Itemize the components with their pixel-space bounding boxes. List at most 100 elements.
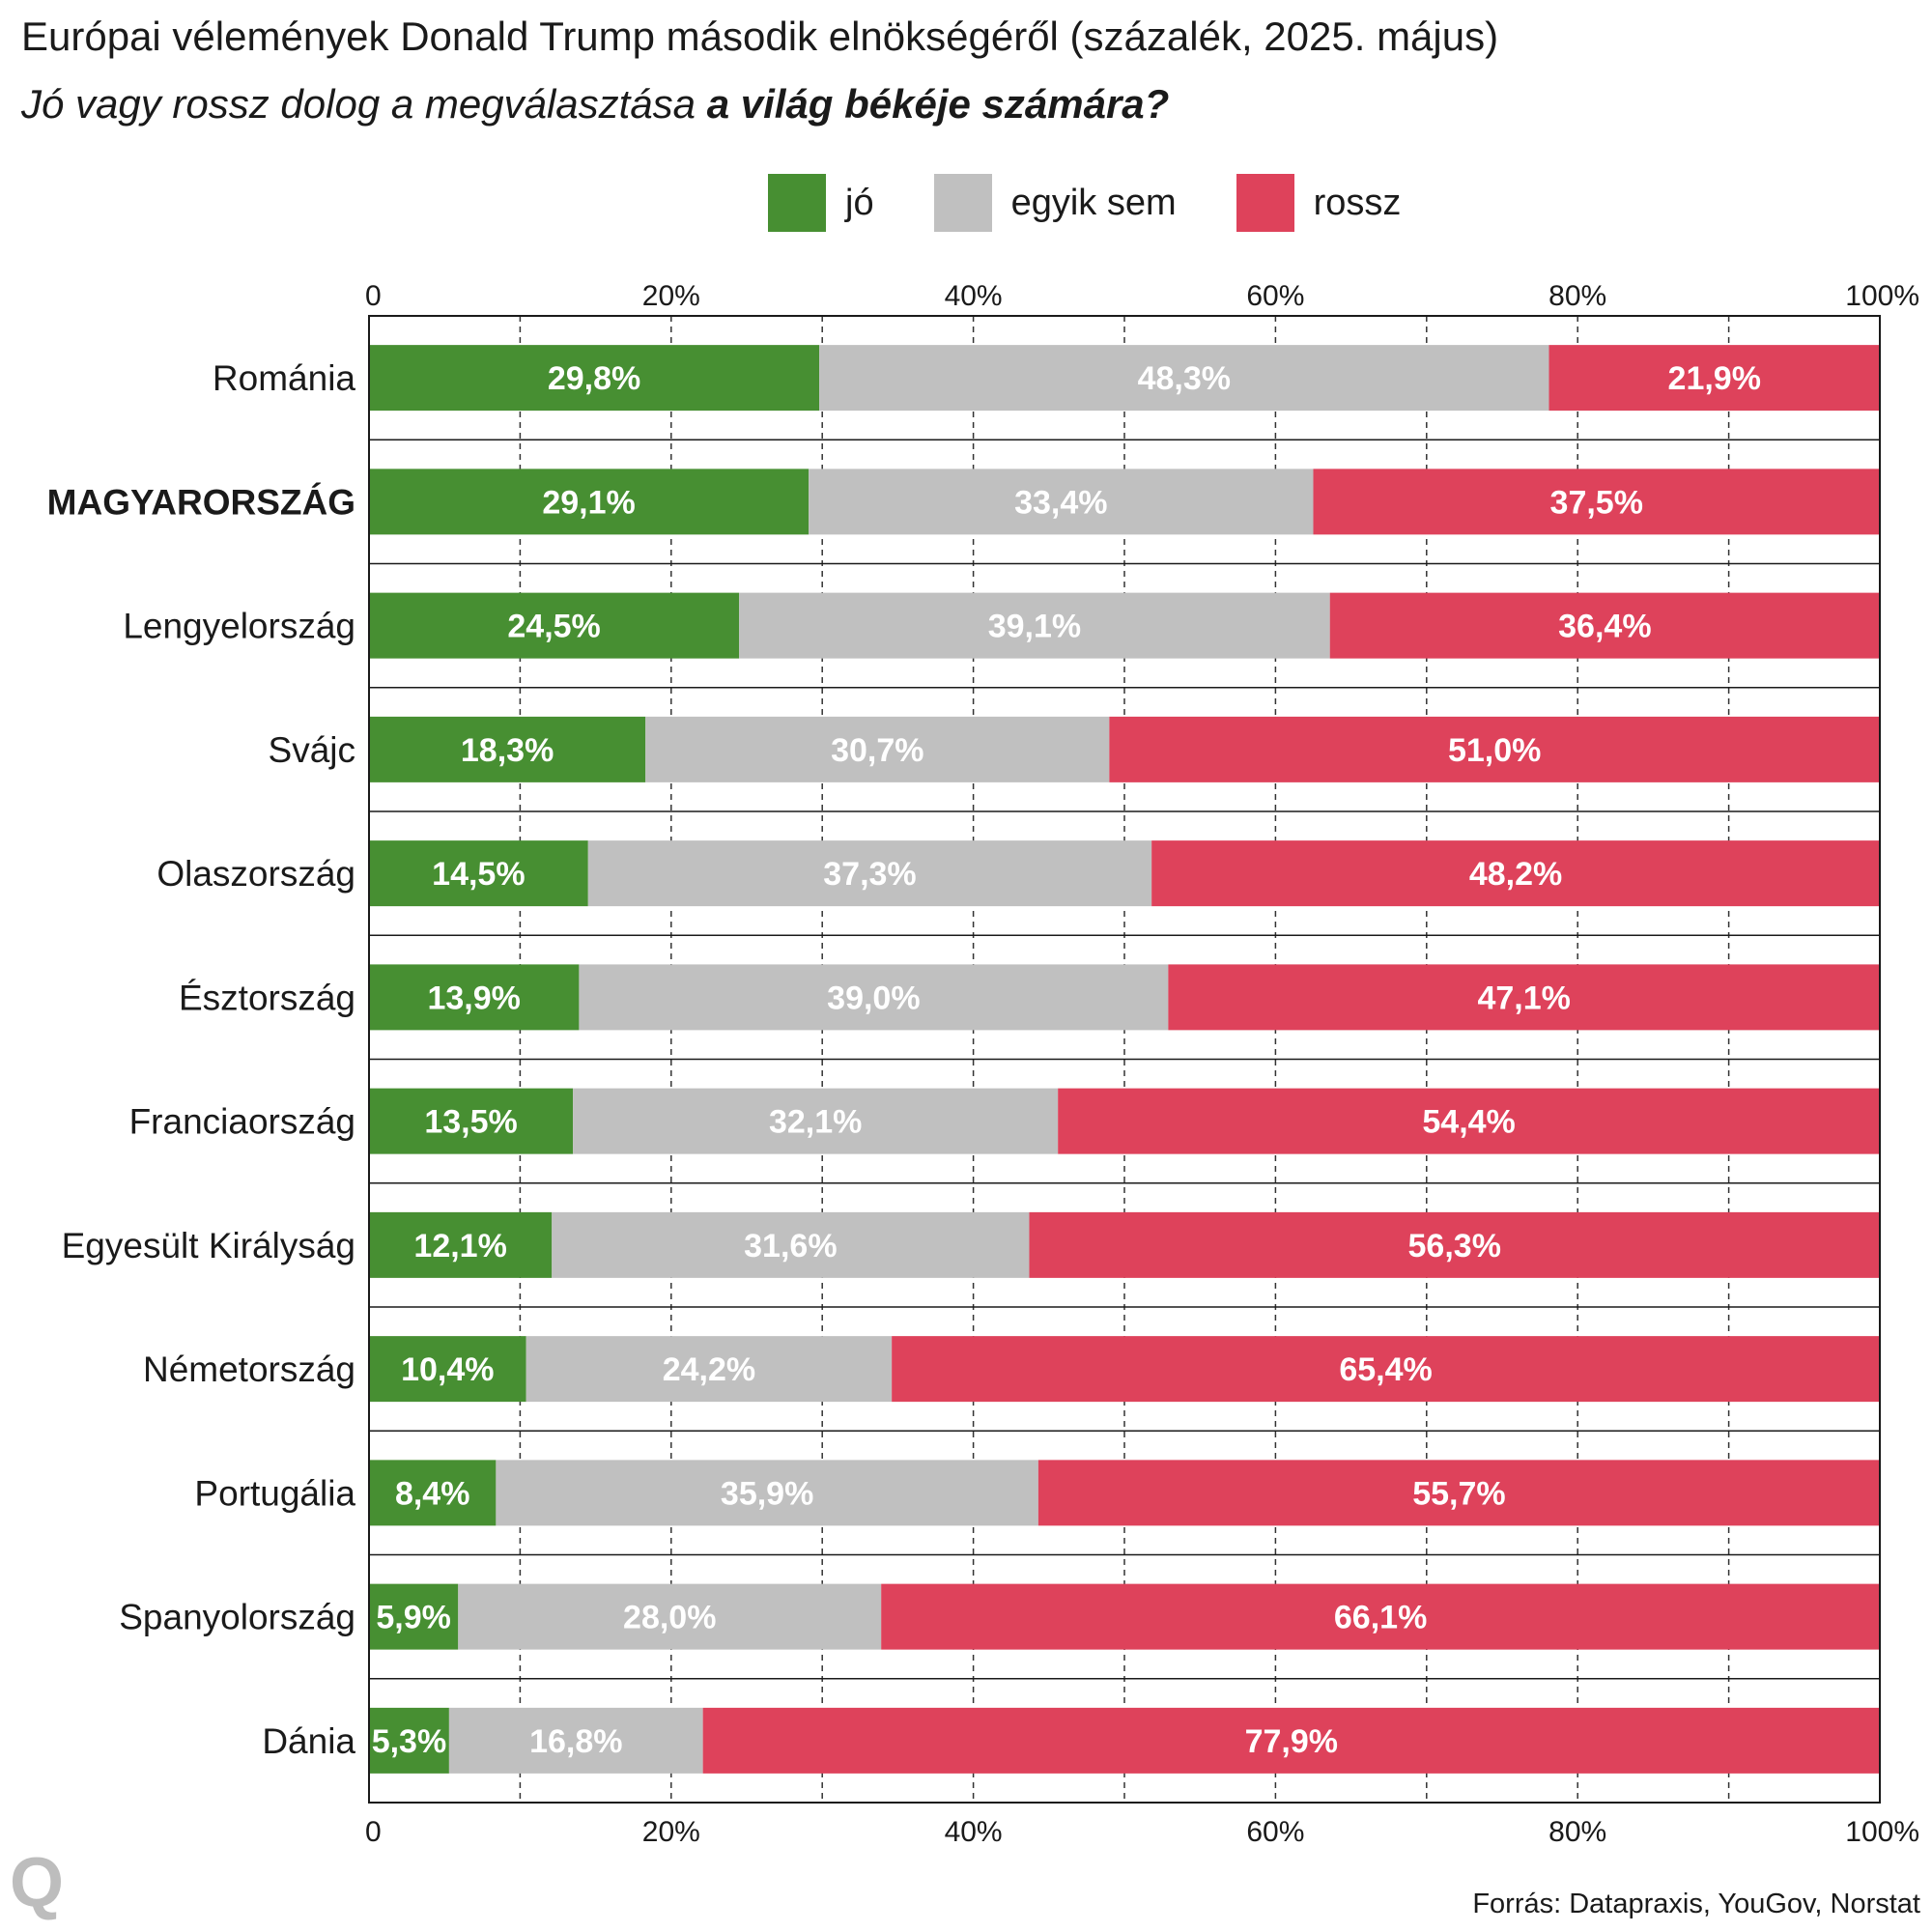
- category-label-10: Portugália: [194, 1473, 355, 1513]
- data-label-3-10: 55,7%: [1412, 1475, 1505, 1512]
- data-label-1-9: 10,4%: [401, 1351, 494, 1388]
- data-label-3-6: 47,1%: [1477, 980, 1570, 1016]
- bar-1-9: [369, 1336, 526, 1403]
- category-label-12: Dánia: [262, 1721, 355, 1761]
- bar-1-4: [369, 716, 646, 782]
- data-label-2-1: 48,3%: [1138, 360, 1231, 397]
- category-label-8: Egyesült Királyság: [62, 1226, 355, 1265]
- data-label-3-2: 37,5%: [1550, 484, 1643, 521]
- bar-3-2: [1313, 469, 1880, 535]
- legend-swatch-jo: [768, 174, 826, 232]
- category-label-5: Olaszország: [156, 854, 355, 894]
- subtitle-emphasis: a világ békéje számára?: [706, 81, 1170, 127]
- data-label-2-11: 28,0%: [623, 1600, 716, 1636]
- bar-1-7: [369, 1088, 574, 1154]
- data-label-3-1: 21,9%: [1668, 360, 1761, 397]
- data-label-2-12: 16,8%: [529, 1723, 622, 1760]
- category-label-4: Svájc: [269, 730, 355, 770]
- x-tick-label-top-6: 100%: [1845, 280, 1919, 312]
- category-label-11: Spanyolország: [119, 1598, 355, 1637]
- bar-2-12: [448, 1707, 703, 1774]
- data-label-1-11: 5,9%: [376, 1600, 451, 1636]
- bar-3-11: [881, 1583, 1880, 1650]
- data-label-1-12: 5,3%: [372, 1723, 447, 1760]
- data-label-2-10: 35,9%: [721, 1475, 813, 1512]
- data-label-1-2: 29,1%: [542, 484, 635, 521]
- x-tick-label-top-5: 80%: [1548, 280, 1606, 312]
- bar-1-11: [369, 1583, 459, 1650]
- bar-1-1: [369, 345, 820, 412]
- bar-3-4: [1109, 716, 1880, 782]
- subtitle-plain: Jó vagy rossz dolog a megválasztása: [21, 81, 707, 127]
- data-label-2-2: 33,4%: [1014, 484, 1107, 521]
- data-label-2-4: 30,7%: [831, 732, 923, 769]
- x-tick-label-bottom-4: 60%: [1246, 1816, 1304, 1848]
- x-tick-label-bottom-1: 0: [365, 1816, 382, 1848]
- source-note: Forrás: Datapraxis, YouGov, Norstat: [1472, 1889, 1920, 1919]
- data-label-3-9: 65,4%: [1339, 1351, 1432, 1388]
- bar-3-5: [1151, 840, 1880, 907]
- legend: jó egyik sem rossz: [768, 174, 1461, 232]
- x-tick-label-bottom-2: 20%: [642, 1816, 700, 1848]
- data-label-2-6: 39,0%: [827, 980, 920, 1016]
- bar-3-3: [1329, 592, 1880, 659]
- bar-2-9: [526, 1336, 893, 1403]
- data-label-1-3: 24,5%: [507, 609, 600, 645]
- x-tick-label-top-4: 60%: [1246, 280, 1304, 312]
- legend-label-jo: jó: [845, 182, 874, 223]
- category-label-6: Észtország: [179, 978, 355, 1017]
- data-label-1-5: 14,5%: [432, 856, 525, 893]
- bar-2-2: [809, 469, 1314, 535]
- bar-1-10: [369, 1460, 497, 1526]
- bar-3-7: [1058, 1088, 1880, 1154]
- bar-3-8: [1029, 1211, 1880, 1278]
- bar-2-7: [573, 1088, 1059, 1154]
- data-label-1-7: 13,5%: [424, 1104, 517, 1141]
- bar-3-10: [1037, 1460, 1880, 1526]
- data-label-3-4: 51,0%: [1448, 732, 1541, 769]
- bar-1-3: [369, 592, 740, 659]
- data-label-1-10: 8,4%: [395, 1475, 470, 1512]
- bar-3-1: [1548, 345, 1880, 412]
- plot-frame: [368, 315, 1881, 1804]
- bar-2-10: [496, 1460, 1038, 1526]
- bar-3-6: [1168, 964, 1880, 1031]
- data-label-2-3: 39,1%: [988, 609, 1081, 645]
- legend-item-egyik-sem: egyik sem: [933, 174, 1177, 232]
- bar-2-5: [587, 840, 1152, 907]
- data-label-2-9: 24,2%: [663, 1351, 755, 1388]
- x-tick-label-bottom-6: 100%: [1845, 1816, 1919, 1848]
- bar-1-5: [369, 840, 588, 907]
- legend-item-jo: jó: [768, 174, 874, 232]
- bar-1-2: [369, 469, 810, 535]
- chart-subtitle: Jó vagy rossz dolog a megválasztása a vi…: [21, 81, 1169, 128]
- category-label-7: Franciaország: [129, 1102, 355, 1142]
- x-tick-label-bottom-5: 80%: [1548, 1816, 1606, 1848]
- x-tick-label-top-2: 20%: [642, 280, 700, 312]
- data-label-3-5: 48,2%: [1469, 856, 1562, 893]
- bar-2-8: [552, 1211, 1030, 1278]
- data-label-3-3: 36,4%: [1558, 609, 1651, 645]
- x-tick-label-bottom-3: 40%: [945, 1816, 1003, 1848]
- bar-1-6: [369, 964, 580, 1031]
- legend-item-rossz: rossz: [1236, 174, 1401, 232]
- data-label-2-5: 37,3%: [823, 856, 916, 893]
- data-label-3-7: 54,4%: [1422, 1104, 1515, 1141]
- bar-2-4: [645, 716, 1110, 782]
- bar-3-9: [892, 1336, 1880, 1403]
- x-tick-label-top-1: 0: [365, 280, 382, 312]
- category-label-3: Lengyelország: [123, 607, 355, 646]
- bar-2-1: [819, 345, 1549, 412]
- bar-1-12: [369, 1707, 449, 1774]
- category-label-1: Románia: [213, 358, 355, 398]
- data-label-3-12: 77,9%: [1245, 1723, 1338, 1760]
- data-label-1-4: 18,3%: [461, 732, 554, 769]
- legend-swatch-rossz: [1236, 174, 1294, 232]
- x-tick-label-top-3: 40%: [945, 280, 1003, 312]
- data-label-1-1: 29,8%: [548, 360, 640, 397]
- data-label-3-8: 56,3%: [1408, 1228, 1501, 1264]
- bar-2-11: [458, 1583, 882, 1650]
- bar-2-6: [579, 964, 1169, 1031]
- data-label-1-8: 12,1%: [413, 1228, 506, 1264]
